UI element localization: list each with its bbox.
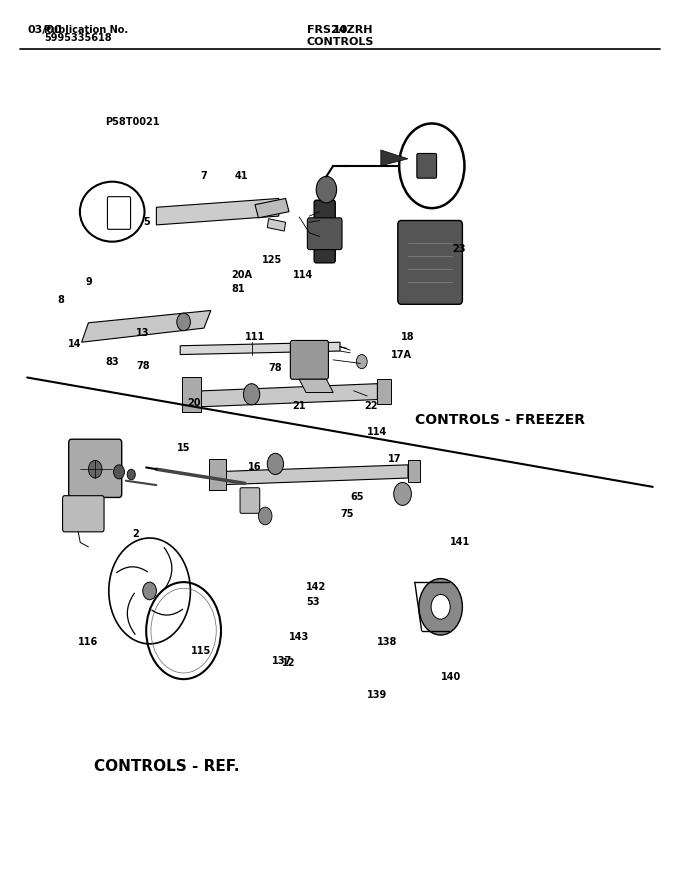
- Text: 17: 17: [388, 453, 401, 464]
- Text: 111: 111: [245, 332, 265, 342]
- Polygon shape: [184, 384, 377, 407]
- Text: 23: 23: [452, 243, 466, 254]
- Text: 7: 7: [201, 171, 207, 182]
- Polygon shape: [381, 150, 408, 166]
- Polygon shape: [408, 460, 420, 482]
- Polygon shape: [156, 198, 279, 225]
- Circle shape: [316, 176, 337, 203]
- Circle shape: [356, 355, 367, 369]
- Text: 78: 78: [136, 361, 150, 371]
- Text: 53: 53: [306, 596, 320, 607]
- FancyBboxPatch shape: [417, 153, 437, 178]
- Text: 141: 141: [450, 537, 471, 548]
- Polygon shape: [267, 219, 286, 231]
- Text: 16: 16: [248, 462, 262, 473]
- Circle shape: [177, 313, 190, 331]
- Polygon shape: [377, 379, 391, 404]
- Text: 21: 21: [292, 400, 306, 411]
- Text: P58T0021: P58T0021: [105, 116, 160, 127]
- Circle shape: [419, 579, 462, 635]
- Circle shape: [267, 453, 284, 475]
- Polygon shape: [180, 342, 340, 355]
- Circle shape: [114, 465, 124, 479]
- FancyBboxPatch shape: [107, 197, 131, 229]
- Text: 15: 15: [177, 443, 190, 453]
- Text: CONTROLS: CONTROLS: [306, 37, 374, 47]
- Polygon shape: [255, 198, 289, 218]
- Text: 75: 75: [340, 509, 354, 519]
- Text: 2: 2: [133, 528, 139, 539]
- Circle shape: [243, 384, 260, 405]
- Text: 114: 114: [367, 427, 388, 437]
- Text: 20A: 20A: [231, 270, 252, 280]
- Text: 12: 12: [282, 658, 296, 669]
- Text: 41: 41: [235, 171, 248, 182]
- Text: 115: 115: [190, 646, 211, 656]
- Text: 13: 13: [136, 328, 150, 339]
- Text: 10: 10: [333, 25, 347, 34]
- Text: 9: 9: [85, 277, 92, 288]
- Circle shape: [258, 507, 272, 525]
- Text: FRS24ZRH: FRS24ZRH: [307, 25, 373, 34]
- Polygon shape: [209, 459, 226, 490]
- Polygon shape: [82, 310, 211, 342]
- Text: 18: 18: [401, 332, 415, 342]
- FancyBboxPatch shape: [307, 218, 342, 250]
- FancyBboxPatch shape: [63, 496, 104, 532]
- Text: 5: 5: [143, 217, 150, 228]
- Text: 22: 22: [364, 400, 377, 411]
- Text: 116: 116: [78, 637, 99, 647]
- FancyBboxPatch shape: [240, 488, 260, 513]
- Circle shape: [394, 482, 411, 505]
- FancyBboxPatch shape: [290, 340, 328, 379]
- Text: 114: 114: [292, 270, 313, 280]
- FancyBboxPatch shape: [69, 439, 122, 497]
- Text: 20: 20: [187, 398, 201, 408]
- Text: CONTROLS - REF.: CONTROLS - REF.: [94, 759, 239, 774]
- Text: 142: 142: [306, 581, 326, 592]
- Text: 139: 139: [367, 690, 388, 700]
- Circle shape: [88, 460, 102, 478]
- Circle shape: [127, 469, 135, 480]
- Text: 03/00: 03/00: [27, 25, 62, 34]
- Text: CONTROLS - FREEZER: CONTROLS - FREEZER: [415, 413, 585, 427]
- Text: 83: 83: [105, 356, 119, 367]
- Text: 143: 143: [289, 632, 309, 642]
- Text: 5995335618: 5995335618: [44, 33, 112, 42]
- Polygon shape: [182, 377, 201, 412]
- Text: 78: 78: [269, 363, 282, 373]
- Text: 125: 125: [262, 255, 282, 265]
- Text: 8: 8: [58, 295, 65, 305]
- Text: 138: 138: [377, 637, 398, 647]
- Text: 65: 65: [350, 491, 364, 502]
- Text: 17A: 17A: [391, 349, 412, 360]
- Text: Publication No.: Publication No.: [44, 25, 129, 34]
- FancyBboxPatch shape: [398, 220, 462, 304]
- Polygon shape: [299, 379, 333, 392]
- Circle shape: [143, 582, 156, 600]
- Circle shape: [431, 594, 450, 619]
- Text: 14: 14: [68, 339, 82, 349]
- Polygon shape: [211, 465, 408, 485]
- Text: 137: 137: [272, 656, 292, 667]
- FancyBboxPatch shape: [314, 200, 335, 263]
- Text: 81: 81: [231, 284, 245, 295]
- Text: 140: 140: [441, 672, 461, 683]
